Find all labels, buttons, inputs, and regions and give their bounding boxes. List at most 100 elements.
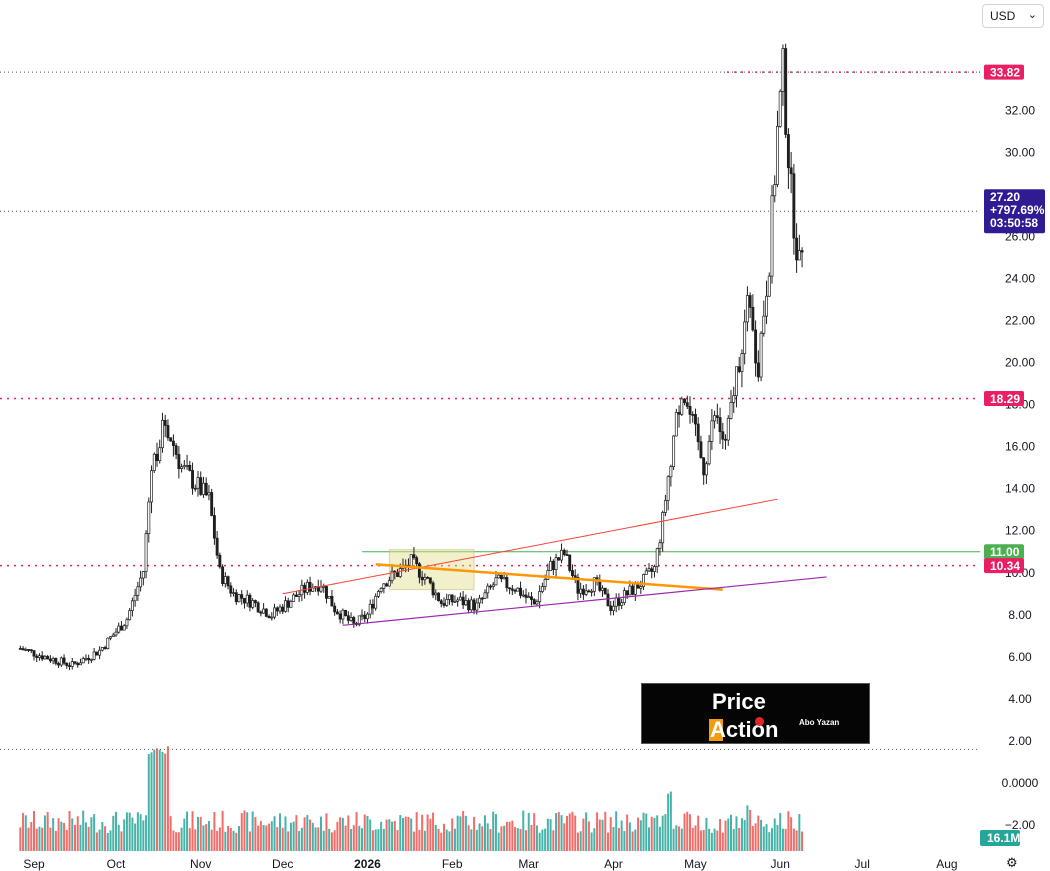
volume-bar bbox=[691, 827, 694, 851]
candle-body bbox=[141, 571, 145, 579]
candle-body bbox=[234, 592, 238, 603]
y-tick-label: 2.00 bbox=[1008, 734, 1032, 748]
volume-bar bbox=[519, 828, 522, 851]
volume-bar bbox=[484, 815, 486, 851]
time-axis[interactable]: Sep Oct Nov Dec 2026 Feb Mar Apr May Jun Jul Aug bbox=[23, 857, 957, 871]
logo-word-action: Action bbox=[710, 717, 779, 742]
candle-body bbox=[385, 583, 389, 587]
volume-bar bbox=[801, 831, 804, 851]
volume-bar bbox=[522, 810, 525, 851]
candle-body bbox=[57, 663, 61, 666]
volume-bar bbox=[645, 813, 648, 851]
candle-body bbox=[40, 655, 44, 660]
candle-body bbox=[106, 637, 110, 649]
candle-body bbox=[180, 466, 184, 469]
candle-body bbox=[344, 609, 348, 617]
volume-bar bbox=[661, 815, 664, 851]
volume-bar bbox=[254, 816, 257, 851]
candle-body bbox=[631, 585, 635, 595]
purple-trendline bbox=[342, 576, 827, 626]
candle-body bbox=[366, 613, 369, 620]
volume-bar bbox=[172, 830, 175, 851]
volume-bar bbox=[667, 793, 670, 851]
volume-bar bbox=[279, 813, 281, 851]
candle-body bbox=[499, 574, 503, 580]
volume-bar bbox=[423, 830, 426, 851]
volume-bar bbox=[311, 822, 314, 851]
volume-bar bbox=[735, 816, 738, 851]
volume-bar bbox=[798, 814, 801, 851]
candle-body bbox=[737, 366, 741, 372]
volume-bar bbox=[612, 827, 615, 851]
volume-bar bbox=[49, 827, 52, 851]
candle-body bbox=[292, 594, 296, 602]
candle-body bbox=[502, 577, 506, 580]
candle-body bbox=[199, 477, 203, 495]
gear-icon[interactable]: ⚙ bbox=[1006, 855, 1018, 870]
volume-bar bbox=[445, 829, 448, 851]
x-tick-label: May bbox=[684, 857, 707, 871]
candle-body bbox=[642, 574, 645, 587]
volume-bar bbox=[571, 811, 574, 851]
candle-body bbox=[560, 549, 563, 561]
candle-body bbox=[688, 406, 692, 415]
y-tick-label: 22.00 bbox=[1005, 314, 1035, 328]
candle-body bbox=[786, 134, 790, 169]
volume-bar bbox=[175, 832, 178, 851]
candle-body bbox=[685, 402, 689, 407]
volume-bar bbox=[626, 814, 629, 851]
candle-body bbox=[267, 616, 271, 619]
volume-bar bbox=[30, 821, 33, 851]
candle-body bbox=[532, 599, 536, 605]
candle-body bbox=[262, 608, 266, 614]
volume-bar bbox=[719, 818, 722, 851]
volume-bar bbox=[440, 832, 443, 851]
candle-body bbox=[51, 658, 55, 662]
candle-body bbox=[653, 566, 656, 572]
volume-bar bbox=[289, 822, 292, 851]
candle-body bbox=[658, 542, 662, 549]
volume-bar bbox=[724, 820, 727, 851]
volume-bar bbox=[139, 814, 142, 851]
x-tick-label: Jul bbox=[855, 857, 870, 871]
candle-body bbox=[483, 592, 487, 599]
candle-body bbox=[48, 658, 52, 662]
candle-body bbox=[579, 588, 583, 594]
volume-bar bbox=[191, 811, 194, 851]
candle-body bbox=[188, 465, 192, 471]
candle-body bbox=[486, 585, 490, 594]
candle-body bbox=[535, 601, 539, 605]
candle-body bbox=[633, 582, 637, 595]
candle-body bbox=[776, 126, 779, 185]
candle-body bbox=[35, 655, 39, 658]
candle-body bbox=[789, 167, 793, 175]
candle-body bbox=[278, 606, 282, 612]
logo-byline: Abo Yazan bbox=[799, 718, 840, 727]
horizontal-levels bbox=[0, 71, 980, 750]
volume-bar bbox=[792, 828, 795, 851]
currency-select[interactable]: USD ⌄ bbox=[982, 4, 1044, 28]
volume-bar bbox=[694, 825, 697, 851]
candle-body bbox=[368, 603, 372, 615]
volume-bar bbox=[628, 822, 631, 851]
candle-body bbox=[185, 465, 189, 467]
volume-bar bbox=[273, 816, 276, 851]
candle-body bbox=[732, 395, 736, 403]
candle-body bbox=[467, 600, 471, 611]
candle-body bbox=[297, 594, 301, 597]
candle-body bbox=[792, 173, 796, 239]
candle-body bbox=[437, 592, 440, 602]
volume-bar bbox=[607, 832, 609, 851]
candle-body bbox=[614, 597, 618, 607]
candle-body bbox=[715, 415, 719, 418]
candle-body bbox=[133, 595, 137, 602]
volume-bar bbox=[377, 829, 380, 851]
candle-body bbox=[212, 515, 216, 539]
candle-body bbox=[24, 649, 28, 651]
candle-body bbox=[603, 587, 607, 595]
candle-body bbox=[65, 662, 69, 666]
candle-body bbox=[423, 577, 427, 581]
volume-bar bbox=[333, 830, 336, 851]
candle-body bbox=[308, 581, 312, 592]
